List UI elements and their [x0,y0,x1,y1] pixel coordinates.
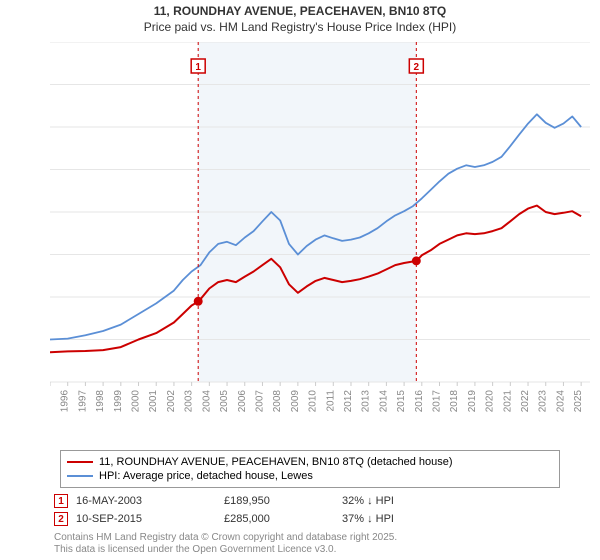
svg-text:2012: 2012 [343,390,354,413]
svg-text:2003: 2003 [184,390,195,413]
svg-text:2008: 2008 [272,390,283,413]
svg-text:2018: 2018 [449,390,460,413]
transaction-date: 16-MAY-2003 [76,495,216,507]
svg-text:2025: 2025 [573,390,584,413]
legend-label-hpi: HPI: Average price, detached house, Lewe… [99,470,313,482]
svg-text:1997: 1997 [77,390,88,413]
attribution-footer: Contains HM Land Registry data © Crown c… [54,532,397,556]
transaction-row: 1 16-MAY-2003 £189,950 32% ↓ HPI [54,492,574,510]
transaction-row: 2 10-SEP-2015 £285,000 37% ↓ HPI [54,510,574,528]
svg-text:2007: 2007 [254,390,265,413]
line-chart-svg: £0£100K£200K£300K£400K£500K£600K£700K£80… [50,42,590,422]
transaction-pct: 37% ↓ HPI [342,513,462,525]
transaction-price: £285,000 [224,513,334,525]
svg-text:2024: 2024 [555,390,566,413]
legend-swatch-property [67,461,93,463]
legend-item-property: 11, ROUNDHAY AVENUE, PEACEHAVEN, BN10 8T… [67,455,553,469]
transaction-date: 10-SEP-2015 [76,513,216,525]
footer-line-1: Contains HM Land Registry data © Crown c… [54,532,397,544]
svg-text:1: 1 [195,62,201,73]
svg-text:2006: 2006 [237,390,248,413]
svg-text:2001: 2001 [148,390,159,413]
svg-text:2016: 2016 [414,390,425,413]
svg-text:2020: 2020 [485,390,496,413]
svg-text:2011: 2011 [325,390,336,412]
svg-text:2017: 2017 [432,390,443,413]
legend-swatch-hpi [67,475,93,477]
transaction-badge: 1 [54,494,68,508]
svg-text:2000: 2000 [131,390,142,413]
chart-container: 11, ROUNDHAY AVENUE, PEACEHAVEN, BN10 8T… [0,0,600,560]
svg-text:2021: 2021 [502,390,513,413]
svg-text:2002: 2002 [166,390,177,413]
svg-text:2005: 2005 [219,390,230,413]
chart-plot-area: £0£100K£200K£300K£400K£500K£600K£700K£80… [50,42,590,422]
transaction-price: £189,950 [224,495,334,507]
svg-text:1996: 1996 [60,390,71,413]
footer-line-2: This data is licensed under the Open Gov… [54,544,397,556]
svg-text:2013: 2013 [361,390,372,413]
svg-text:1998: 1998 [95,390,106,413]
svg-text:2019: 2019 [467,390,478,413]
chart-title: 11, ROUNDHAY AVENUE, PEACEHAVEN, BN10 8T… [0,0,600,20]
transaction-badge: 2 [54,512,68,526]
legend-item-hpi: HPI: Average price, detached house, Lewe… [67,469,553,483]
transaction-pct: 32% ↓ HPI [342,495,462,507]
svg-text:1995: 1995 [50,390,53,413]
legend-label-property: 11, ROUNDHAY AVENUE, PEACEHAVEN, BN10 8T… [99,456,453,468]
svg-text:2023: 2023 [538,390,549,413]
svg-text:2009: 2009 [290,390,301,413]
transaction-table: 1 16-MAY-2003 £189,950 32% ↓ HPI 2 10-SE… [54,492,574,528]
svg-text:2015: 2015 [396,390,407,413]
svg-text:2014: 2014 [378,390,389,413]
legend: 11, ROUNDHAY AVENUE, PEACEHAVEN, BN10 8T… [60,450,560,488]
svg-text:2: 2 [414,62,420,73]
svg-text:2004: 2004 [201,390,212,413]
svg-text:1999: 1999 [113,390,124,413]
svg-text:2010: 2010 [308,390,319,413]
chart-subtitle: Price paid vs. HM Land Registry's House … [0,20,600,36]
svg-text:2022: 2022 [520,390,531,413]
